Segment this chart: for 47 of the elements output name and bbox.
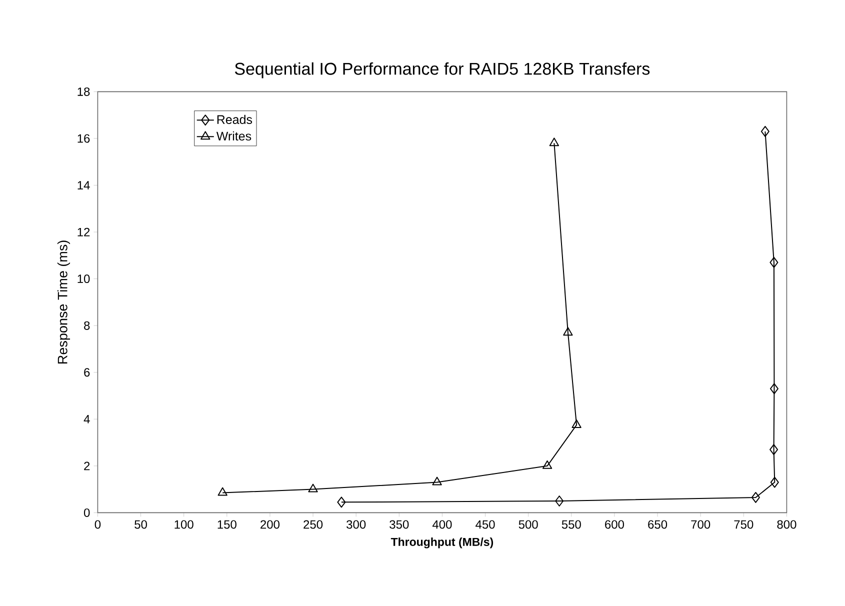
point bbox=[337, 496, 346, 508]
y-tick-label: 2 bbox=[84, 462, 90, 470]
y-tick-label: 14 bbox=[78, 181, 90, 190]
y-tick-label: 4 bbox=[84, 415, 90, 424]
legend-label: Writes bbox=[216, 131, 252, 141]
y-tick-label: 8 bbox=[84, 321, 90, 330]
x-tick-label: 350 bbox=[390, 520, 409, 529]
x-axis-title: Throughput (MB/s) bbox=[390, 538, 494, 548]
x-tick-label: 650 bbox=[648, 520, 668, 529]
x-tick-label: 750 bbox=[734, 520, 754, 529]
x-tick-label: 150 bbox=[218, 520, 236, 529]
x-tick-label: 800 bbox=[777, 520, 796, 529]
y-tick-label: 12 bbox=[78, 228, 90, 236]
x-tick-label: 400 bbox=[432, 520, 452, 529]
x-tick-label: 550 bbox=[562, 520, 581, 529]
point bbox=[542, 460, 552, 469]
point bbox=[770, 476, 779, 488]
point bbox=[432, 476, 442, 486]
point bbox=[751, 492, 760, 503]
chart-title: Sequential IO Performance for RAID5 128KB Transfers bbox=[234, 62, 650, 78]
point bbox=[770, 256, 778, 268]
x-tick-label: 450 bbox=[476, 520, 495, 529]
point bbox=[760, 126, 770, 137]
x-tick-label: 0 bbox=[94, 520, 101, 529]
point bbox=[218, 487, 228, 496]
x-tick-label: 500 bbox=[518, 520, 538, 529]
y-tick-label: 6 bbox=[84, 368, 90, 377]
x-tick-label: 300 bbox=[346, 520, 366, 529]
y-axis-title: Response Time (ms) bbox=[57, 240, 70, 364]
x-tick-label: 100 bbox=[174, 520, 194, 529]
point bbox=[563, 327, 573, 336]
point bbox=[770, 444, 778, 456]
y-tick-label: 0 bbox=[84, 508, 90, 517]
legend-label: Reads bbox=[217, 114, 252, 124]
y-tick-label: 18 bbox=[78, 87, 90, 96]
x-tick-label: 250 bbox=[304, 520, 323, 529]
x-tick-label: 200 bbox=[260, 520, 280, 529]
y-tick-label: 16 bbox=[78, 134, 90, 143]
x-tick-label: 50 bbox=[134, 520, 147, 529]
x-tick-label: 700 bbox=[691, 520, 710, 529]
x-tick-label: 600 bbox=[605, 520, 624, 529]
point bbox=[770, 383, 778, 394]
y-tick-label: 10 bbox=[78, 274, 90, 284]
point bbox=[308, 484, 318, 492]
point bbox=[555, 495, 564, 506]
point bbox=[549, 138, 559, 146]
point bbox=[572, 419, 582, 428]
